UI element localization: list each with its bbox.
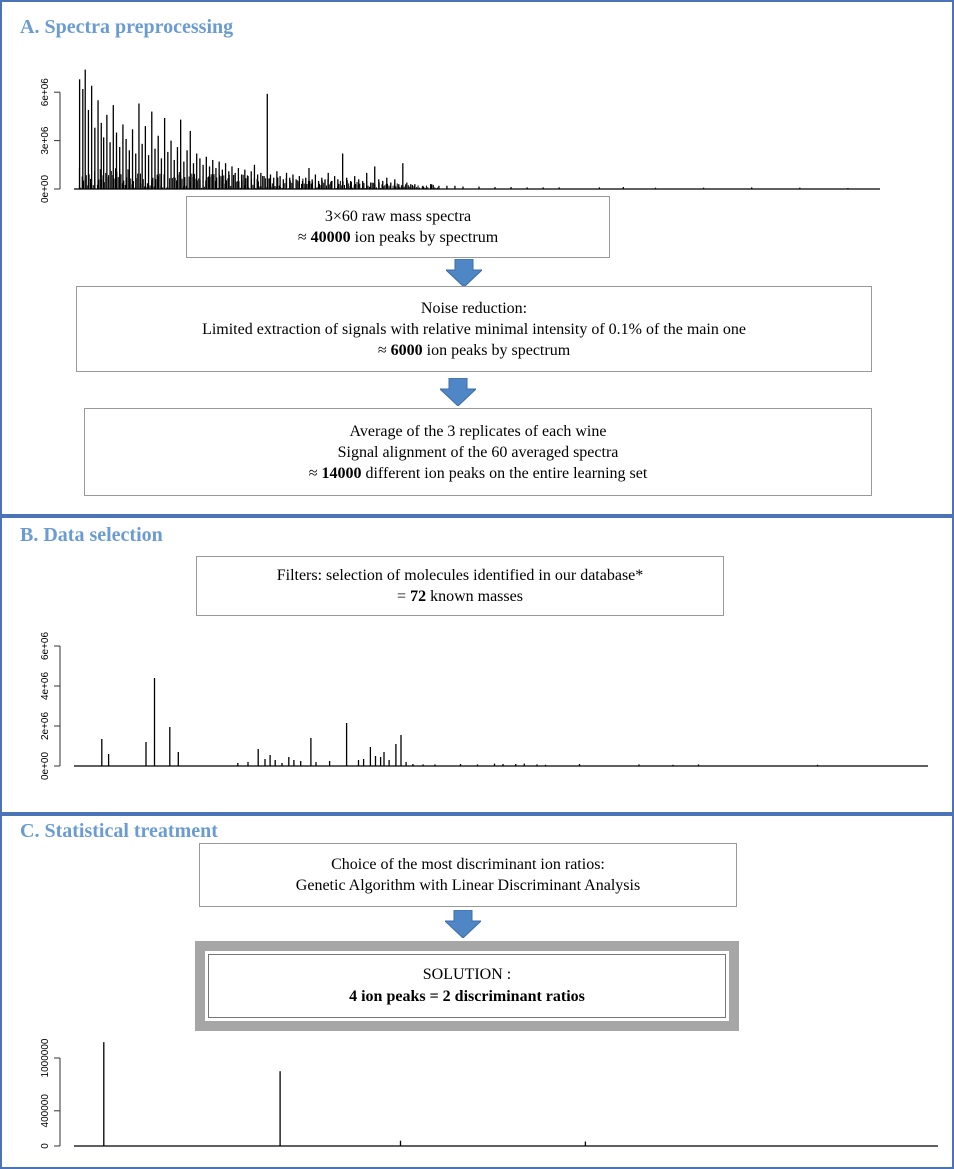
panel-b — [0, 516, 954, 814]
box-avg-line1: Average of the 3 replicates of each wine — [349, 422, 607, 440]
box-avg-line3: ≈ 14000 different ion peaks on the entir… — [308, 464, 648, 482]
down-arrow-icon — [440, 378, 476, 406]
box-filters-line2: = 72 known masses — [397, 588, 523, 605]
panel-a — [0, 0, 954, 516]
section-c-title: C. Statistical treatment — [20, 820, 218, 842]
box-raw-spectra: 3×60 raw mass spectra ≈ 40000 ion peaks … — [186, 196, 610, 258]
spectrum-chart-filtered: 0e+00 2e+06 4e+06 6e+06 — [40, 632, 928, 781]
box-ion-ratios: Choice of the most discriminant ion rati… — [199, 843, 737, 907]
y-tick-label: 0e+00 — [40, 175, 51, 204]
box-raw-line1: 3×60 raw mass spectra — [324, 208, 472, 225]
section-a-title: A. Spectra preprocessing — [20, 16, 234, 38]
down-arrow-icon — [445, 910, 481, 938]
box-filters-line1: Filters: selection of molecules identifi… — [276, 567, 644, 584]
box-noise-line3: ≈ 6000 ion peaks by spectrum — [377, 341, 571, 359]
solution-box: SOLUTION : 4 ion peaks = 2 discriminant … — [208, 954, 726, 1018]
solution-frame: SOLUTION : 4 ion peaks = 2 discriminant … — [195, 941, 739, 1031]
solution-line2: 4 ion peaks = 2 discriminant ratios — [349, 988, 585, 1005]
y-tick-label: 2e+06 — [40, 712, 51, 741]
panel-c — [0, 814, 954, 1169]
box-filters: Filters: selection of molecules identifi… — [196, 556, 724, 616]
y-tick-label: 6e+06 — [40, 78, 51, 107]
y-tick-label: 4e+06 — [40, 672, 51, 701]
y-tick-label: 400000 — [40, 1094, 51, 1128]
box-ratios-line1: Choice of the most discriminant ion rati… — [331, 856, 605, 873]
down-arrow-icon — [446, 259, 482, 287]
box-noise-reduction: Noise reduction: Limited extraction of s… — [76, 286, 872, 372]
solution-line1: SOLUTION : — [422, 966, 512, 983]
spectrum-chart-solution: 0 400000 1000000 — [40, 1038, 938, 1149]
y-tick-label: 6e+06 — [40, 632, 51, 661]
box-noise-line1: Noise reduction: — [420, 299, 528, 317]
spectrum-chart-raw: 0e+00 3e+06 6e+06 — [40, 69, 880, 203]
box-raw-line2: ≈ 40000 ion peaks by spectrum — [297, 229, 499, 246]
box-averaging: Average of the 3 replicates of each wine… — [84, 408, 872, 496]
y-tick-label: 0e+00 — [40, 752, 51, 781]
box-ratios-line2: Genetic Algorithm with Linear Discrimina… — [295, 877, 641, 894]
y-tick-label: 1000000 — [40, 1038, 51, 1077]
y-tick-label: 0 — [40, 1143, 51, 1149]
box-noise-line2: Limited extraction of signals with relat… — [202, 320, 746, 338]
section-b-title: B. Data selection — [20, 524, 163, 546]
box-avg-line2: Signal alignment of the 60 averaged spec… — [337, 443, 619, 461]
y-tick-label: 3e+06 — [40, 126, 51, 155]
